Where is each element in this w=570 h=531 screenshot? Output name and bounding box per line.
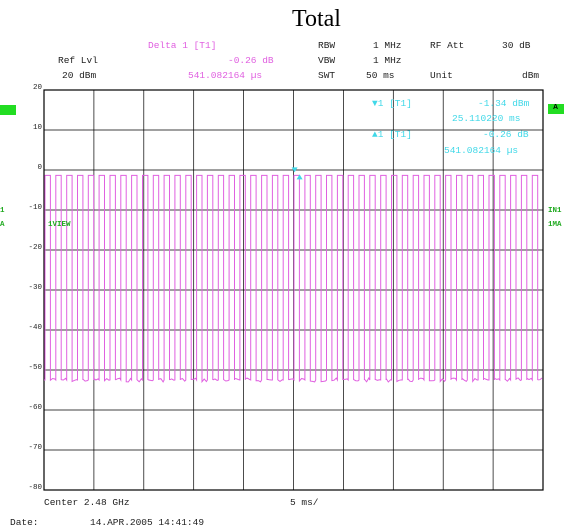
y-tick-label: -10 bbox=[28, 204, 42, 212]
ref-lvl-label: Ref Lvl bbox=[58, 55, 98, 66]
y-tick-label: -70 bbox=[28, 444, 42, 452]
rbw-value: 1 MHz bbox=[373, 40, 402, 51]
chart-title: Total bbox=[292, 6, 341, 32]
chart-grid bbox=[43, 89, 544, 491]
swt-value: 50 ms bbox=[366, 70, 395, 81]
trace-line bbox=[44, 174, 543, 384]
trace-group bbox=[44, 174, 543, 384]
vbw-value: 1 MHz bbox=[373, 55, 402, 66]
marker1-value: -1.34 dBm bbox=[478, 98, 530, 109]
rfatt-label: RF Att bbox=[430, 40, 465, 51]
time-per-division: 5 ms/ bbox=[290, 497, 319, 508]
delta1-triangle bbox=[296, 174, 303, 180]
date-label: Date: bbox=[10, 517, 39, 528]
y-tick-label: -20 bbox=[28, 244, 42, 252]
right-in1-label: IN1 bbox=[548, 207, 562, 215]
left-in1-label: 1 bbox=[0, 207, 5, 215]
left-a-label: A bbox=[0, 221, 5, 229]
delta1-value: -0.26 dB bbox=[483, 129, 529, 140]
y-tick-label: 20 bbox=[33, 84, 43, 92]
rbw-label: RBW bbox=[318, 40, 336, 51]
y-tick-label: -30 bbox=[28, 284, 42, 292]
delta-label: Delta 1 [T1] bbox=[148, 40, 217, 51]
center-frequency: Center 2.48 GHz bbox=[44, 497, 130, 508]
y-tick-labels: 20 10 0 -10 -20 -30 -40 -50 -60 -70 -80 bbox=[28, 84, 42, 492]
y-tick-label: -80 bbox=[28, 484, 42, 492]
y-tick-label: 0 bbox=[37, 164, 42, 172]
delta-value: -0.26 dB bbox=[228, 55, 274, 66]
y-tick-label: -50 bbox=[28, 364, 42, 372]
unit-label: Unit bbox=[430, 70, 453, 81]
y-tick-label: -60 bbox=[28, 404, 42, 412]
ref-lvl-value: 20 dBm bbox=[62, 70, 97, 81]
y-tick-label: -40 bbox=[28, 324, 42, 332]
delta1-time: 541.082164 µs bbox=[444, 145, 519, 156]
marker1-label: ▼1 [T1] bbox=[372, 98, 412, 109]
right-ma-label: 1MA bbox=[548, 221, 562, 229]
vbw-label: VBW bbox=[318, 55, 336, 66]
rfatt-value: 30 dB bbox=[502, 40, 531, 51]
left-side-marker-box bbox=[0, 105, 16, 115]
marker1-triangle bbox=[291, 167, 298, 173]
delta-time: 541.082164 µs bbox=[188, 70, 263, 81]
date-value: 14.APR.2005 14:41:49 bbox=[90, 517, 205, 528]
y-tick-label: 10 bbox=[33, 124, 43, 132]
unit-value: dBm bbox=[522, 70, 540, 81]
marker1-time: 25.110220 ms bbox=[452, 113, 521, 124]
delta1-label: ▲1 [T1] bbox=[372, 129, 412, 140]
marker-group bbox=[291, 167, 303, 180]
trace-mode-label: 1VIEW bbox=[48, 221, 71, 229]
swt-label: SWT bbox=[318, 70, 336, 81]
right-side-marker-box: A bbox=[548, 104, 564, 114]
